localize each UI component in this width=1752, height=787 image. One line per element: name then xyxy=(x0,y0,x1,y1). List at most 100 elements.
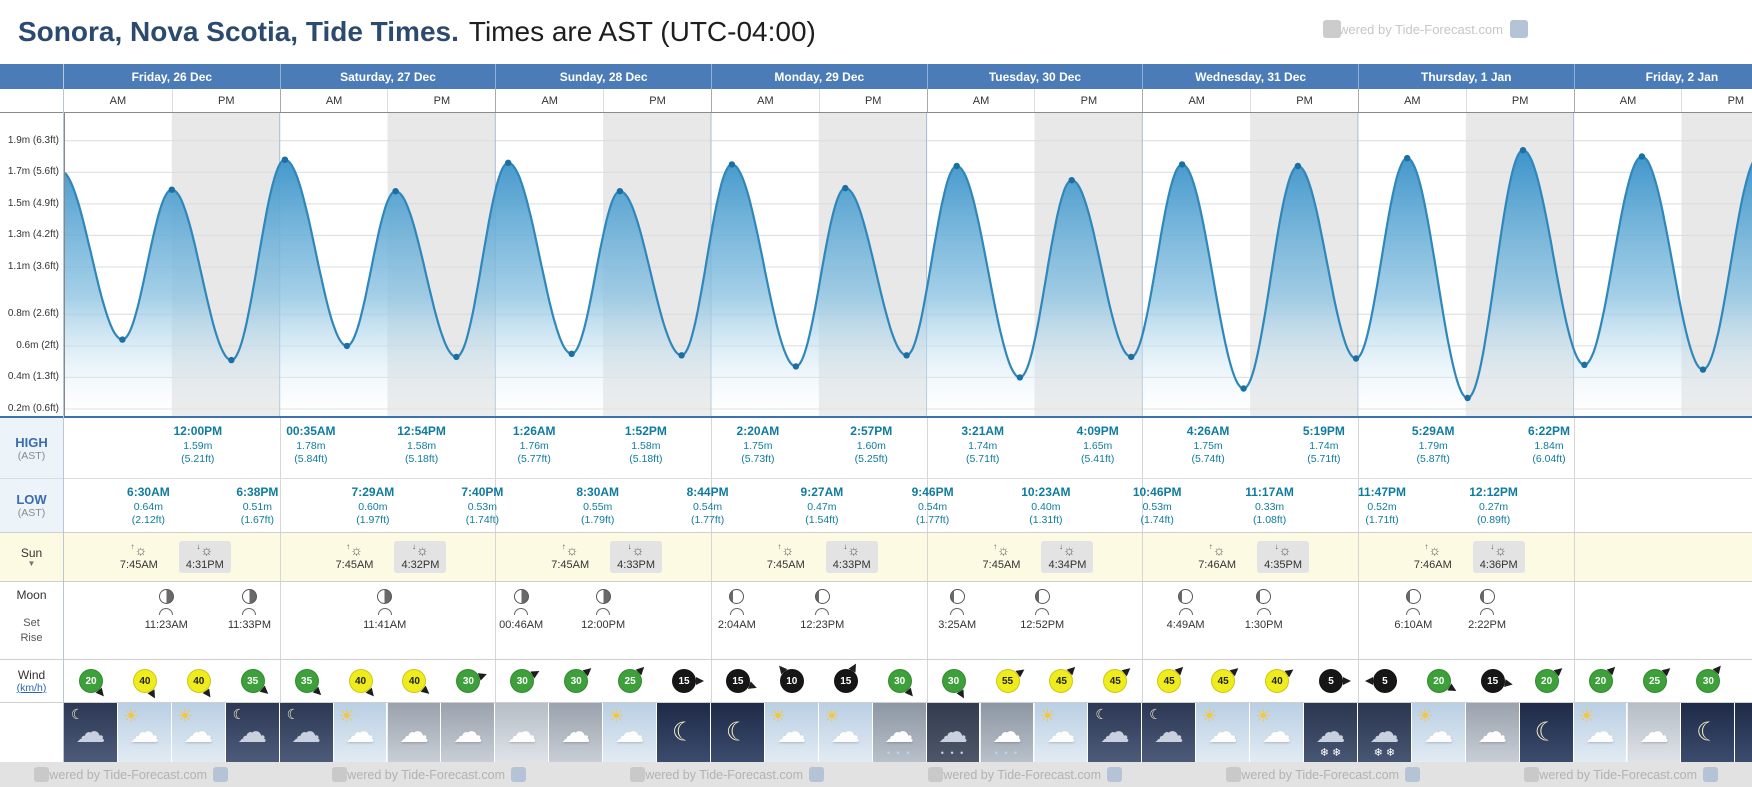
day-separator xyxy=(711,479,712,532)
tide-height-ft: (5.71ft) xyxy=(1307,453,1341,466)
cloud-icon: ☁ xyxy=(830,715,861,749)
day-separator xyxy=(926,582,928,659)
day-header: Tuesday, 30 Dec xyxy=(926,64,1143,89)
sunset-time: 4:33PM xyxy=(617,558,656,571)
sunrise-chip: ↑☼ 7:45AM xyxy=(544,541,596,572)
app-badge-icon[interactable] xyxy=(213,767,228,782)
sunset-time: 4:33PM xyxy=(832,558,871,571)
weather-tile-cloud-day: ☁ xyxy=(1627,703,1682,762)
app-badge-icon[interactable] xyxy=(332,767,347,782)
app-badge-icon[interactable] xyxy=(1524,767,1539,782)
left-rail: 2.1m (6.9ft) 1.9m (6.3ft) 1.7m (5.6ft) 1.5m… xyxy=(0,64,64,762)
axis-label: 0.2m (0.6ft) xyxy=(7,403,59,414)
tide-table: 2.1m (6.9ft) 1.9m (6.3ft) 1.7m (5.6ft) 1.5m… xyxy=(0,64,1752,762)
wind-speed: 40 xyxy=(186,669,211,693)
cloud-icon: ☁ xyxy=(614,715,645,749)
wind-speed: 5 xyxy=(1319,669,1343,693)
tide-height-m: 1.79m xyxy=(1418,439,1448,452)
app-badge-icon[interactable] xyxy=(809,767,824,782)
app-badge-icon[interactable] xyxy=(1226,767,1241,782)
tide-height-ft: (1.71ft) xyxy=(1365,514,1399,527)
wind-speed: 20 xyxy=(79,669,103,693)
app-badge-icon[interactable] xyxy=(34,767,49,782)
wind-badge: 15 xyxy=(833,661,860,694)
footer-powered-by-text: Powered by Tide-Forecast.com xyxy=(630,767,803,782)
wind-badge: 30 xyxy=(455,668,489,694)
snowflake-icon: ❄ ❄ xyxy=(1319,747,1342,759)
footer-powered-by-link[interactable]: Powered by Tide-Forecast.com xyxy=(34,767,228,782)
footer-powered-by-link[interactable]: Powered by Tide-Forecast.com xyxy=(928,767,1122,782)
tide-height-m: 1.60m xyxy=(856,439,886,452)
tide-height-m: 1.74m xyxy=(968,439,998,452)
powered-by-link[interactable]: Powered by Tide-Forecast.com xyxy=(1323,20,1528,38)
app-badge-icon[interactable] xyxy=(1323,20,1342,38)
tide-time: 6:30AM xyxy=(127,485,170,499)
sunset-time: 4:35PM xyxy=(1264,558,1303,571)
app-badge-icon[interactable] xyxy=(1510,20,1528,38)
tide-height-ft: (1.79ft) xyxy=(581,514,615,527)
app-badge-icon[interactable] xyxy=(1703,767,1718,782)
cloud-icon: ☁ xyxy=(991,715,1022,749)
high-tide-entry: 5:29AM 1.79m (5.87ft) xyxy=(1397,424,1469,467)
tide-height-m: 1.84m xyxy=(1534,439,1564,452)
wind-speed: 55 xyxy=(995,669,1020,693)
low-tide-entry: 7:29AM 0.60m (1.97ft) xyxy=(337,485,409,528)
sunset-icon: ↓☼ xyxy=(627,542,645,559)
app-badge-icon[interactable] xyxy=(1107,767,1122,782)
app-badge-icon[interactable] xyxy=(511,767,526,782)
day-header: Monday, 29 Dec xyxy=(710,64,927,89)
sunset-chip: ↓☼ 4:36PM xyxy=(1472,541,1525,573)
day-separator xyxy=(1573,418,1575,478)
weather-tile-suncloud-day: ☀ ☁ xyxy=(1411,703,1466,762)
day-separator xyxy=(1357,533,1359,581)
tide-height-m: 1.78m xyxy=(296,439,326,452)
tide-height-ft: (5.73ft) xyxy=(741,453,775,466)
tide-height-ft: (6.04ft) xyxy=(1532,453,1566,466)
sunrise-time: 7:45AM xyxy=(335,558,374,571)
moon-phase-icon xyxy=(513,589,529,604)
tide-time: 5:29AM xyxy=(1411,424,1455,438)
high-row-label: HIGH xyxy=(15,434,48,450)
low-tide-entry: 11:17AM 0.33m (1.08ft) xyxy=(1234,485,1306,528)
app-badge-icon[interactable] xyxy=(1405,767,1420,782)
am-label: AM xyxy=(710,89,819,112)
wind-row-label-cell: Wind (km/h) xyxy=(0,659,63,702)
app-badge-icon[interactable] xyxy=(630,767,645,782)
day-separator xyxy=(495,533,497,581)
day-separator xyxy=(926,479,928,532)
moon-time: 12:00PM xyxy=(581,619,626,631)
sun-caret-icon[interactable]: ▼ xyxy=(27,559,36,568)
moon-icon: ☾ xyxy=(1750,718,1752,744)
cloud-icon: ☁ xyxy=(506,715,537,749)
footer-powered-by-text: Powered by Tide-Forecast.com xyxy=(1524,767,1697,782)
tide-chart xyxy=(64,113,1752,418)
moon-rise-arc-icon xyxy=(159,608,174,615)
moon-rise-event: 12:00PM xyxy=(568,589,638,631)
day-separator xyxy=(495,418,497,478)
tide-height-ft: (0.89ft) xyxy=(1476,514,1511,527)
moon-rise-event: 11:41AM xyxy=(350,589,420,631)
footer-powered-by-link[interactable]: Powered by Tide-Forecast.com xyxy=(1226,767,1420,782)
weather-tile-cloud-night: ☾ ☁ xyxy=(64,703,118,762)
weather-tile-rain-day: ☁ • • • xyxy=(980,703,1035,762)
day-separator xyxy=(1357,582,1359,659)
footer-powered-by-link[interactable]: Powered by Tide-Forecast.com xyxy=(1524,767,1718,782)
wind-unit-link[interactable]: (km/h) xyxy=(16,682,47,694)
cloud-icon: ☁ xyxy=(1477,715,1508,749)
moon-icon: ☾ xyxy=(725,716,750,747)
forecast-table: Friday, 26 Dec Saturday, 27 Dec Sunday, 28… xyxy=(64,64,1752,762)
tide-height-ft: (5.21ft) xyxy=(181,453,215,466)
sunset-chip: ↓☼ 4:33PM xyxy=(825,541,878,573)
footer-powered-by-link[interactable]: Powered by Tide-Forecast.com xyxy=(630,767,824,782)
wind-speed: 10 xyxy=(779,669,804,693)
moon-time: 3:25AM xyxy=(938,619,977,631)
wind-badge: 30 xyxy=(887,668,916,699)
tide-time: 1:26AM xyxy=(512,424,556,438)
sunrise-chip: ↑☼ 7:45AM xyxy=(760,541,812,572)
day-separator xyxy=(1142,479,1144,532)
cloud-icon: ☁ xyxy=(398,715,429,749)
footer-powered-by-link[interactable]: Powered by Tide-Forecast.com xyxy=(332,767,526,782)
tide-height-ft: (1.31ft) xyxy=(1029,514,1063,527)
app-badge-icon[interactable] xyxy=(928,767,943,782)
tide-height-m: 0.40m xyxy=(1031,500,1061,513)
